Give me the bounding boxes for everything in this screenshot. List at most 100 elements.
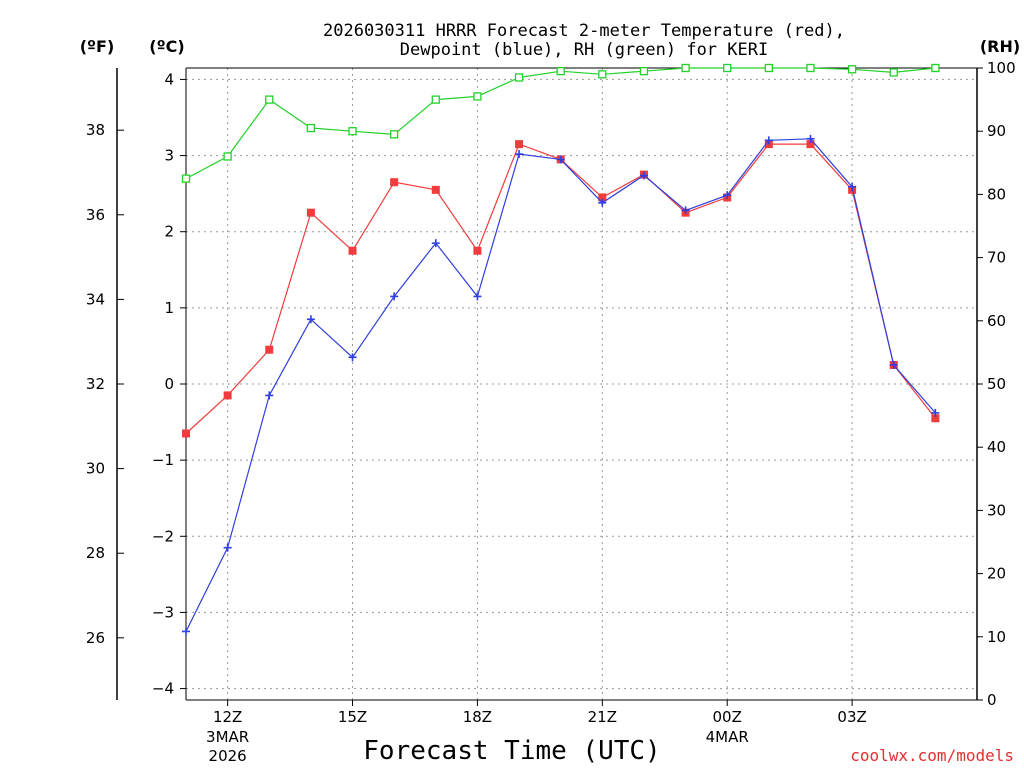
fahrenheit-tick-label: 30 [86, 460, 105, 478]
dewpoint-series [182, 134, 940, 636]
rh-tick-label: 0 [987, 691, 997, 709]
rh-point [723, 63, 732, 73]
rh-tick-label: 30 [987, 501, 1006, 519]
dewpoint-point [848, 182, 857, 191]
celsius-tick-label: 0 [164, 375, 174, 393]
fahrenheit-tick-label: 36 [86, 206, 105, 224]
x-tick-sublabel: 4MAR [706, 728, 749, 746]
fahrenheit-tick-label: 32 [86, 375, 105, 393]
celsius-tick-label: −1 [152, 451, 174, 469]
temperature-point [431, 185, 440, 194]
fahrenheit-tick-label: 26 [86, 629, 105, 647]
rh-tick-label: 10 [987, 628, 1006, 646]
series-layer [181, 63, 940, 636]
temperature-point [223, 391, 232, 400]
temperature-point [348, 246, 357, 255]
dewpoint-point [764, 136, 773, 145]
x-tick-label: 21Z [588, 708, 617, 726]
temperature-point [806, 140, 815, 149]
temperature-line [185, 143, 936, 434]
rh-point [764, 63, 773, 73]
dewpoint-point [931, 408, 940, 417]
rh-point [931, 63, 940, 73]
x-tick-label: 15Z [338, 708, 367, 726]
x-tick-label: 12Z [213, 708, 242, 726]
dewpoint-point [889, 360, 898, 369]
x-tick-label: 18Z [463, 708, 492, 726]
rh-tick-label: 60 [987, 312, 1006, 330]
rh-tick-label: 100 [987, 59, 1016, 77]
x-axis-label: Forecast Time (UTC) [363, 736, 660, 766]
x-tick-sublabel: 3MAR [206, 728, 249, 746]
dewpoint-point [598, 198, 607, 207]
x-tick-label: 03Z [837, 708, 866, 726]
rh-point [514, 73, 524, 82]
dewpoint-line [185, 138, 936, 632]
rh-tick-label: 70 [987, 249, 1006, 267]
temperature-point [265, 345, 274, 354]
rh-point [806, 63, 815, 73]
temperature-point [515, 140, 524, 149]
rh-tick-label: 80 [987, 185, 1006, 203]
rh-point [265, 95, 274, 104]
rh-point [181, 174, 191, 183]
dewpoint-point [639, 171, 648, 180]
credit-text: coolwx.com/models [850, 746, 1014, 765]
temperature-point [598, 193, 607, 202]
dewpoint-point [265, 391, 274, 400]
rh-tick-label: 40 [987, 438, 1006, 456]
dewpoint-point [182, 627, 190, 636]
dewpoint-point [306, 315, 315, 324]
temperature-point [182, 429, 190, 438]
rh-unit-label: (RH) [980, 37, 1020, 56]
rh-tick-label: 20 [987, 565, 1006, 583]
temperature-point [306, 208, 315, 217]
celsius-tick-label: 2 [164, 223, 174, 241]
celsius-unit-label: (ºC) [149, 37, 184, 56]
rh-point [390, 130, 399, 139]
temperature-point [931, 414, 940, 423]
rh-point [639, 67, 649, 76]
rh-tick-label: 90 [987, 122, 1006, 140]
rh-point [598, 70, 607, 79]
temperature-point [390, 178, 399, 187]
dewpoint-point [223, 543, 232, 552]
rh-point [223, 152, 232, 161]
fahrenheit-unit-label: (ºF) [80, 37, 115, 56]
chart-title-line-1: 2026030311 HRRR Forecast 2-meter Tempera… [323, 21, 845, 41]
rh-point [431, 95, 440, 104]
rh-point [847, 65, 857, 74]
rh-point [681, 63, 690, 73]
temperature-series [182, 140, 940, 438]
rh-point [556, 67, 565, 76]
rh-point [306, 123, 316, 133]
fahrenheit-tick-label: 28 [86, 544, 105, 562]
rh-point [473, 92, 482, 101]
celsius-tick-label: 4 [164, 70, 174, 88]
dewpoint-point [473, 292, 482, 301]
dewpoint-point [556, 155, 565, 164]
axes: 26283032343638−4−3−2−1012340102030405060… [86, 59, 1016, 765]
celsius-tick-label: −2 [152, 527, 174, 545]
x-tick-label: 00Z [713, 708, 742, 726]
fahrenheit-tick-label: 34 [86, 290, 105, 308]
dewpoint-point [515, 150, 524, 159]
dewpoint-point [390, 292, 399, 301]
temperature-point [473, 246, 482, 255]
celsius-tick-label: −4 [152, 680, 174, 698]
rh-series [181, 63, 940, 183]
celsius-tick-label: −3 [152, 603, 174, 621]
dewpoint-point [348, 353, 357, 362]
fahrenheit-tick-label: 38 [86, 121, 105, 139]
chart-title-line-2: Dewpoint (blue), RH (green) for KERI [400, 40, 768, 60]
dewpoint-point [681, 206, 690, 215]
dewpoint-point [431, 239, 440, 248]
rh-point [348, 127, 357, 136]
rh-tick-label: 50 [987, 375, 1006, 393]
celsius-tick-label: 3 [164, 147, 174, 165]
dewpoint-point [806, 134, 815, 143]
x-tick-sublabel: 2026 [209, 747, 247, 765]
rh-point [889, 68, 898, 77]
celsius-tick-label: 1 [164, 299, 174, 317]
